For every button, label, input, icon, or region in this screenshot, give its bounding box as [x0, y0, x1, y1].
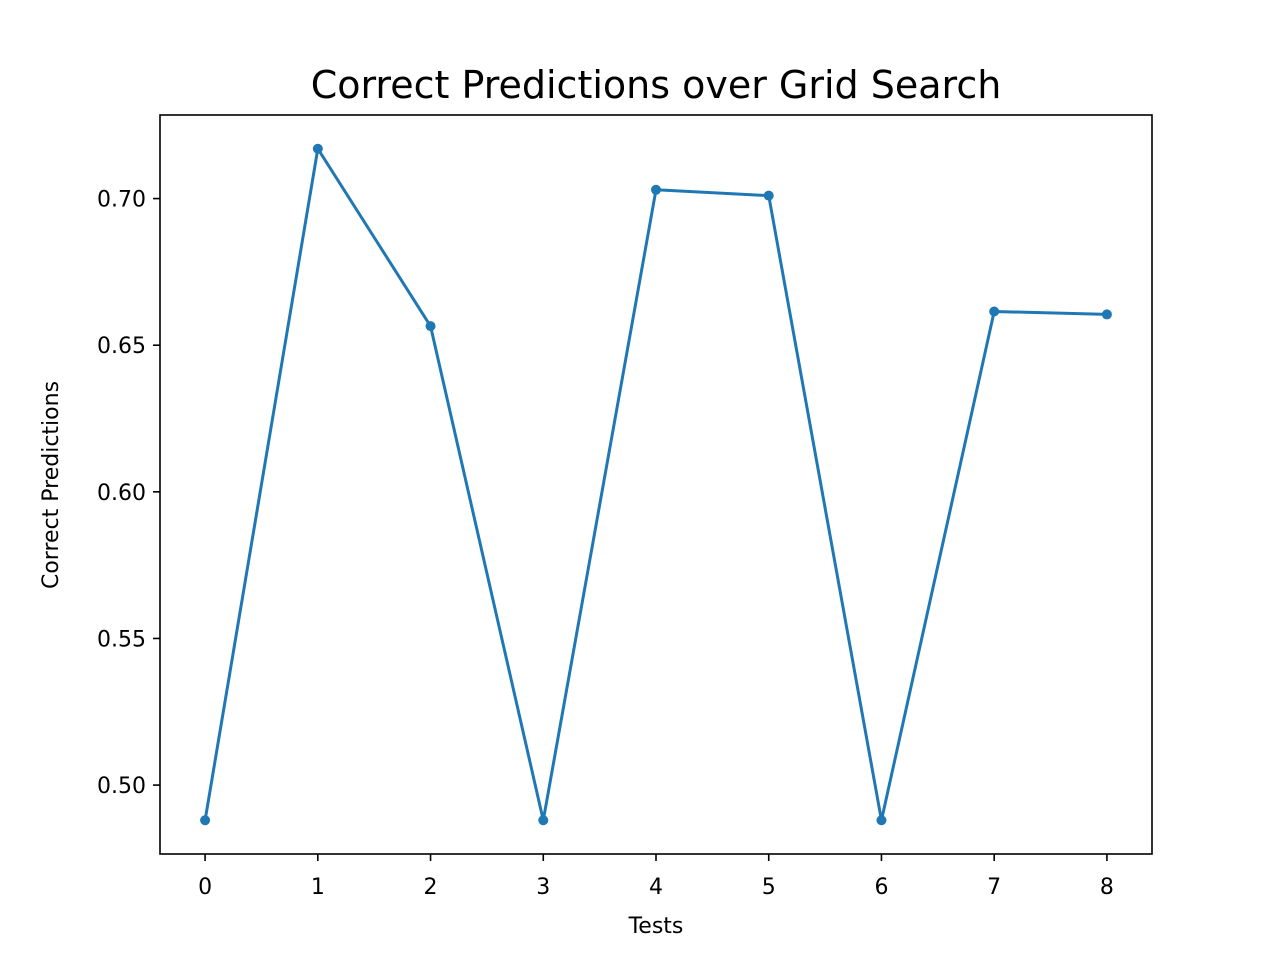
x-tick-label: 4 [649, 875, 663, 900]
x-tick-label: 7 [987, 875, 1001, 900]
plot-area-frame [159, 114, 1153, 855]
x-axis-ticks: 0 1 2 3 4 5 6 7 8 [198, 854, 1114, 900]
y-tick-label: 0.60 [97, 481, 146, 506]
series-layer [200, 143, 1112, 826]
y-tick-label: 0.50 [97, 774, 146, 799]
data-point [425, 321, 436, 332]
y-tick-label: 0.65 [97, 334, 146, 359]
data-point [876, 815, 887, 826]
data-point [312, 143, 323, 154]
data-point [200, 815, 211, 826]
data-point [763, 190, 774, 201]
data-point [1101, 309, 1112, 320]
y-axis-ticks: 0.50 0.55 0.60 0.65 0.70 [97, 188, 160, 799]
x-tick-label: 0 [198, 875, 212, 900]
x-tick-label: 3 [536, 875, 550, 900]
y-axis-label: Correct Predictions [39, 381, 64, 589]
chart-title: Correct Predictions over Grid Search [311, 63, 1002, 107]
x-axis-label: Tests [628, 914, 684, 939]
y-tick-label: 0.70 [97, 188, 146, 213]
x-tick-label: 8 [1100, 875, 1114, 900]
x-tick-label: 5 [762, 875, 776, 900]
y-tick-label: 0.55 [97, 627, 146, 652]
x-tick-label: 2 [424, 875, 438, 900]
data-point [989, 306, 1000, 317]
series-line [203, 147, 1107, 822]
x-tick-label: 1 [311, 875, 325, 900]
data-point [538, 815, 549, 826]
x-tick-label: 6 [874, 875, 888, 900]
data-point [651, 184, 661, 195]
